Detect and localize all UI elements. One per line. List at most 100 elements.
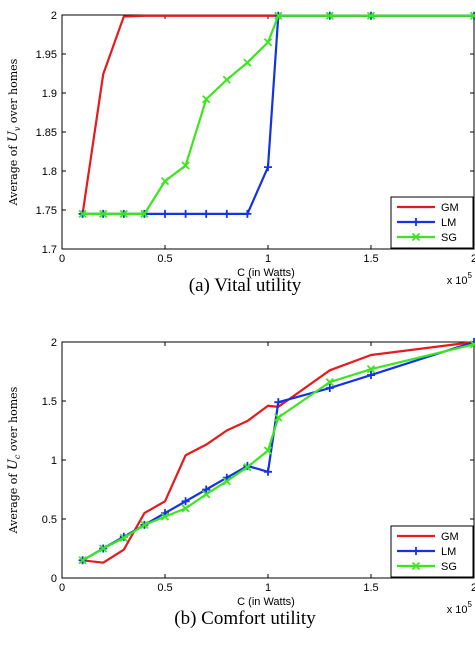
data-point-sg bbox=[202, 490, 211, 499]
data-point-lm bbox=[243, 209, 252, 218]
x-tick-label: 0 bbox=[59, 253, 65, 265]
x-axis-label: C (in Watts) bbox=[237, 596, 295, 608]
legend-label-lm: LM bbox=[441, 217, 456, 229]
figure-caption: (a) Vital utility bbox=[189, 275, 302, 296]
data-point-lm bbox=[161, 209, 169, 218]
data-point-sg bbox=[274, 11, 283, 20]
y-label-text: Average of bbox=[7, 470, 20, 534]
y-tick-label: 1.85 bbox=[36, 127, 57, 139]
data-point-sg bbox=[140, 520, 149, 530]
x-multiplier-base: x 10 bbox=[447, 604, 468, 616]
y-tick-label: 1 bbox=[51, 455, 57, 467]
data-point-sg bbox=[119, 209, 128, 219]
x-axis-label: C (in Watts) bbox=[237, 267, 295, 279]
data-point-sg bbox=[99, 209, 108, 219]
x-tick-label: 1 bbox=[265, 253, 271, 265]
x-tick-label: 1.5 bbox=[363, 582, 378, 594]
x-tick-label: 0 bbox=[59, 582, 65, 594]
x-multiplier: x 105 bbox=[447, 271, 473, 287]
data-point-sg bbox=[160, 512, 170, 521]
x-multiplier: x 105 bbox=[447, 600, 473, 616]
data-point-sg bbox=[160, 177, 170, 186]
legend: GM LM SG bbox=[390, 196, 474, 249]
data-point-lm bbox=[367, 371, 375, 380]
data-point-sg bbox=[119, 533, 128, 543]
legend-label-gm: GM bbox=[441, 202, 459, 214]
x-tick-label: 1 bbox=[265, 582, 271, 594]
y-tick-label: 1.7 bbox=[42, 244, 57, 256]
data-point-sg bbox=[243, 58, 252, 67]
y-tick-label: 2 bbox=[51, 10, 57, 22]
data-point-sg bbox=[222, 75, 231, 84]
y-tick-label: 1.9 bbox=[42, 88, 57, 100]
data-point-sg bbox=[78, 556, 87, 565]
data-point-sg bbox=[263, 38, 273, 47]
y-label-text: Average of bbox=[7, 142, 20, 206]
x-multiplier-base: x 10 bbox=[447, 275, 468, 287]
x-tick-label: 0.5 bbox=[157, 582, 172, 594]
y-tick-label: 1.95 bbox=[36, 49, 57, 61]
data-point-sg bbox=[366, 11, 376, 20]
y-tick-label: 2 bbox=[51, 337, 57, 349]
legend: GM LM SG bbox=[390, 525, 474, 578]
data-point-lm bbox=[222, 209, 231, 218]
legend-label-gm: GM bbox=[441, 531, 459, 543]
legend-marker-sg bbox=[411, 561, 421, 571]
legend-label-sg: SG bbox=[441, 232, 457, 244]
data-point-sg bbox=[469, 340, 475, 349]
data-point-sg bbox=[263, 446, 273, 455]
data-point-sg bbox=[325, 11, 334, 20]
x-tick-label: 1.5 bbox=[363, 253, 378, 265]
y-axis-label: Average of Uc over homes bbox=[6, 386, 22, 534]
legend-label-sg: SG bbox=[441, 561, 457, 573]
data-point-sg bbox=[366, 365, 376, 374]
y-label-text-end: over homes bbox=[7, 58, 20, 126]
y-label-symbol: U bbox=[6, 130, 21, 142]
data-point-lm bbox=[325, 384, 334, 393]
data-point-sg bbox=[222, 477, 231, 486]
data-point-sg bbox=[274, 413, 283, 422]
data-point-sg bbox=[181, 504, 190, 513]
legend-marker-lm bbox=[412, 547, 420, 555]
data-point-sg bbox=[181, 161, 190, 170]
legend-marker-sg bbox=[411, 232, 421, 242]
series-sg bbox=[78, 340, 475, 565]
data-point-sg bbox=[325, 377, 334, 387]
legend-label-lm: LM bbox=[441, 546, 456, 558]
data-point-sg bbox=[140, 209, 149, 219]
x-multiplier-exponent: 5 bbox=[468, 271, 473, 280]
y-tick-label: 1.5 bbox=[42, 396, 57, 408]
x-multiplier-exponent: 5 bbox=[468, 600, 473, 609]
y-tick-label: 1.75 bbox=[36, 205, 57, 217]
data-point-lm bbox=[264, 467, 272, 476]
legend-marker-lm bbox=[412, 218, 420, 226]
y-tick-label: 0.5 bbox=[42, 514, 57, 526]
data-point-sg bbox=[202, 95, 211, 104]
x-tick-label: 2 bbox=[471, 253, 475, 265]
y-label-subscript: v bbox=[13, 126, 22, 131]
x-tick-label: 2 bbox=[471, 582, 475, 594]
data-point-lm bbox=[274, 398, 283, 407]
series-line-gm bbox=[82, 340, 475, 564]
data-point-lm bbox=[202, 485, 211, 494]
y-axis-label: Average of Uv over homes bbox=[6, 58, 22, 206]
data-point-lm bbox=[181, 209, 190, 218]
series-sg bbox=[78, 11, 475, 219]
data-point-sg bbox=[78, 209, 87, 219]
y-label-symbol: U bbox=[6, 458, 21, 470]
data-point-lm bbox=[202, 209, 211, 218]
y-label-text-end: over homes bbox=[7, 386, 20, 454]
y-tick-label: 1.8 bbox=[42, 166, 57, 178]
y-label-subscript: c bbox=[13, 454, 22, 459]
chart-vital-utility: 0 0.5 1 1.5 2 1.7 1.75 1.8 1.85 1.9 1.95 2 C (in Wat… bbox=[6, 10, 475, 296]
data-point-lm bbox=[264, 163, 272, 172]
data-point-sg bbox=[99, 544, 108, 553]
data-point-lm bbox=[181, 497, 190, 506]
series-line-sg bbox=[82, 14, 474, 215]
x-tick-label: 0.5 bbox=[157, 253, 172, 265]
data-point-sg bbox=[469, 11, 475, 20]
figure-caption: (b) Comfort utility bbox=[174, 608, 316, 629]
chart-comfort-utility: 0 0.5 1 1.5 2 0 0.5 1 1.5 2 C (in Watts) x 105 Avera… bbox=[6, 337, 475, 629]
data-point-sg bbox=[243, 462, 252, 472]
